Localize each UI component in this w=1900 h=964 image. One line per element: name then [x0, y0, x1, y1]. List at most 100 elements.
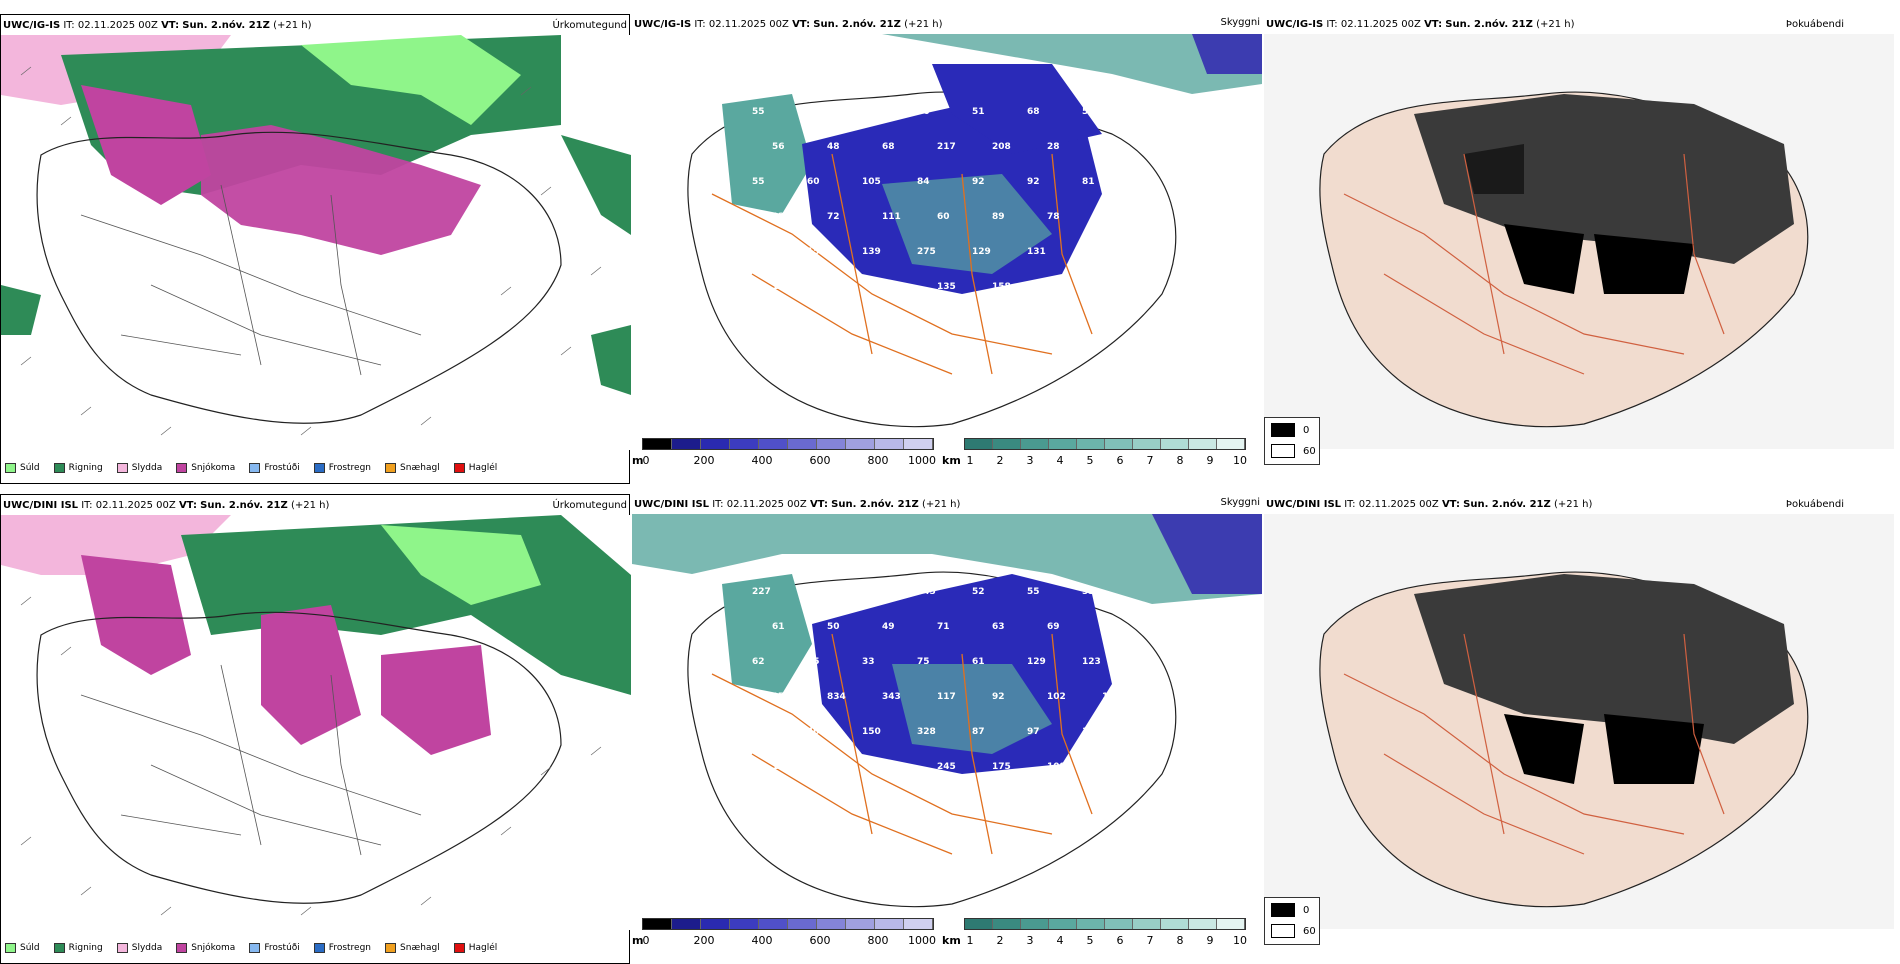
panel-title: Úrkomutegund [552, 500, 627, 511]
visibility-value: 117 [937, 692, 956, 702]
precip-map [1, 515, 631, 930]
legend-item: Slydda [116, 943, 162, 953]
legend-item: Frostúði [249, 463, 300, 473]
visibility-value: 127 [1102, 212, 1121, 222]
panel-title: Þokuábendi [1785, 499, 1844, 510]
visibility-value: 72 [862, 107, 875, 117]
visibility-value: 135 [937, 282, 956, 292]
visibility-value: 127 [772, 212, 791, 222]
visibility-value: 188 [882, 762, 901, 772]
visibility-value: 111 [882, 212, 901, 222]
visibility-scale: km 1 2 3 4 5 6 7 8 9 10 [942, 916, 1252, 952]
visibility-value: 71 [937, 622, 950, 632]
visibility-value: 84 [917, 177, 930, 187]
precip-panel-row1: UWC/IG-IS IT: 02.11.2025 00Z VT: Sun. 2.… [0, 14, 631, 484]
visibility-value: 118 [1082, 727, 1101, 737]
visibility-value: 123 [1082, 657, 1101, 667]
visibility-value: 97 [1027, 727, 1040, 737]
panel-title: Þokuábendi [1785, 19, 1844, 30]
visibility-value: 170 [772, 692, 791, 702]
visibility-value: 87 [972, 727, 985, 737]
precip-legend: Súld Rigning Slydda Snjókoma Frostúði Fr… [5, 461, 497, 475]
fog-legend: 0 60 [1264, 897, 1320, 945]
visibility-value: 68 [1027, 107, 1040, 117]
visibility-value: 92 [992, 692, 1005, 702]
panel-header: UWC/IG-IS IT: 02.11.2025 00Z VT: Sun. 2.… [1, 18, 629, 34]
visibility-value: 49 [882, 622, 895, 632]
visibility-value: 48 [807, 107, 820, 117]
visibility-value: 176 [752, 247, 771, 257]
visibility-value: 345 [917, 587, 936, 597]
visibility-value: 56 [772, 142, 785, 152]
visibility-value: 217 [937, 142, 956, 152]
legend-item: Frostregn [313, 943, 371, 953]
legend-item: Rigning [53, 943, 103, 953]
precip-legend: Súld Rigning Slydda Snjókoma Frostúði Fr… [5, 941, 497, 955]
visibility-value: 61 [972, 657, 985, 667]
visibility-value: 51 [972, 107, 985, 117]
cloud-base-scale: m 0 200 400 600 800 1000 [632, 916, 942, 952]
fog-panel-row1: UWC/IG-IS IT: 02.11.2025 00Z VT: Sun. 2.… [1264, 14, 1894, 484]
model-name: UWC/DINI ISL [3, 500, 79, 511]
visibility-value: 55 [752, 177, 765, 187]
visibility-value: 343 [882, 692, 901, 702]
visibility-value: 68 [882, 142, 895, 152]
visibility-value: 199 [1102, 692, 1121, 702]
legend-item: Snæhagl [385, 943, 440, 953]
legend-item: Frostúði [249, 943, 300, 953]
visibility-value: 105 [862, 177, 881, 187]
visibility-value: 206 [752, 727, 771, 737]
fog-map [1264, 514, 1894, 929]
precip-panel-row2: UWC/DINI ISL IT: 02.11.2025 00Z VT: Sun.… [0, 494, 631, 964]
visibility-value: 33 [862, 657, 875, 667]
visibility-value: 55 [752, 107, 765, 117]
visibility-value: 227 [752, 587, 771, 597]
legend-item: Haglél [453, 943, 497, 953]
legend-item: Súld [5, 463, 40, 473]
precip-map [1, 35, 631, 450]
visibility-value: 108 [1047, 762, 1066, 772]
visibility-value: 75 [917, 657, 930, 667]
visibility-value: 79 [1102, 622, 1115, 632]
visibility-value: 316 [882, 282, 901, 292]
panel-header: UWC/DINI ISL IT: 02.11.2025 00Z VT: Sun.… [634, 497, 1260, 510]
visibility-value: 72 [827, 212, 840, 222]
visibility-value: 275 [917, 247, 936, 257]
visibility-value: 60 [807, 177, 820, 187]
visibility-value: 129 [972, 247, 991, 257]
panel-header: UWC/DINI ISL IT: 02.11.2025 00Z VT: Sun.… [1, 498, 629, 514]
fog-legend: 0 60 [1264, 417, 1320, 465]
visibility-value: 81 [1082, 177, 1095, 187]
fog-panel-row2: UWC/DINI ISL IT: 02.11.2025 00Z VT: Sun.… [1264, 494, 1894, 964]
visibility-value: 60 [937, 212, 950, 222]
visibility-value: 104 [1102, 282, 1121, 292]
visibility-value: 150 [807, 247, 826, 257]
visibility-value: 28 [1047, 142, 1060, 152]
visibility-value: 62 [752, 657, 765, 667]
visibility-value: 92 [1047, 282, 1060, 292]
visibility-value: 129 [1027, 657, 1046, 667]
cloud-map: 227 249 179 345 52 55 53 61 50 49 71 63 69 79 62 85 33 75… [632, 514, 1262, 929]
visibility-value: 138 [827, 762, 846, 772]
visibility-value: 52 [972, 587, 985, 597]
visibility-value: 249 [807, 587, 826, 597]
fog-map [1264, 34, 1894, 449]
visibility-value: 89 [992, 212, 1005, 222]
visibility-value: 170 [1102, 142, 1121, 152]
visibility-value: 179 [862, 587, 881, 597]
legend-item: Slydda [116, 463, 162, 473]
visibility-value: 208 [992, 142, 1011, 152]
visibility-value: 150 [862, 727, 881, 737]
visibility-value: 48 [827, 142, 840, 152]
visibility-value: 328 [917, 727, 936, 737]
visibility-value: 77 [1102, 762, 1115, 772]
model-name: UWC/IG-IS [3, 20, 61, 31]
visibility-value: 245 [937, 762, 956, 772]
visibility-value: 131 [1027, 247, 1046, 257]
visibility-value: 158 [992, 282, 1011, 292]
visibility-value: 50 [827, 622, 840, 632]
visibility-value: 118 [772, 282, 791, 292]
cloud-panel-row1: UWC/IG-IS IT: 02.11.2025 00Z VT: Sun. 2.… [632, 14, 1262, 484]
visibility-scale: km 1 2 3 4 5 6 7 8 9 10 [942, 436, 1252, 472]
visibility-value: 139 [862, 247, 881, 257]
